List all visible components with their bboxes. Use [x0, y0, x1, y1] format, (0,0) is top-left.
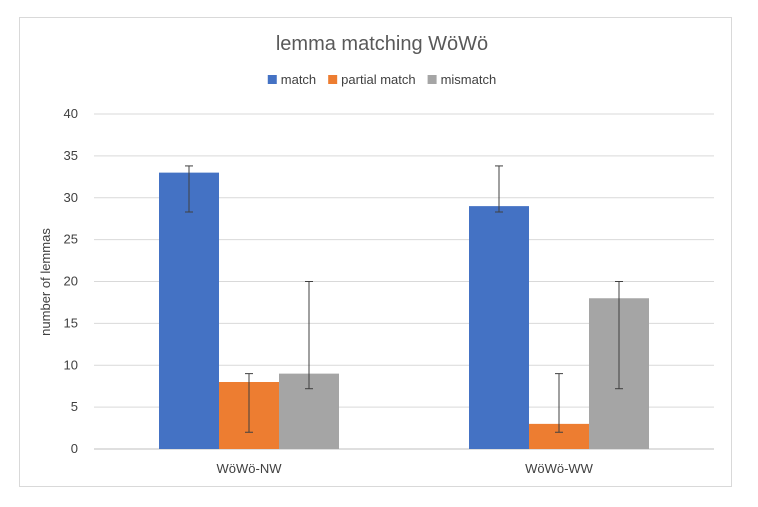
y-tick-label: 0: [71, 441, 78, 456]
y-tick-label: 15: [64, 315, 78, 330]
legend-label: match: [281, 72, 316, 87]
legend-swatch: [328, 75, 338, 84]
bar: [159, 172, 219, 449]
y-tick-label: 35: [64, 148, 78, 163]
x-axis-ticks: WöWö-NW WöWö-WW: [217, 461, 594, 476]
legend-item: match: [267, 72, 316, 87]
y-tick-label: 5: [71, 399, 78, 414]
y-tick-label: 10: [64, 357, 78, 372]
y-tick-label: 30: [64, 190, 78, 205]
legend-item: partial match: [328, 72, 416, 87]
y-tick-label: 20: [64, 274, 78, 289]
legend-swatch: [267, 75, 277, 84]
legend-label: mismatch: [441, 72, 497, 87]
x-tick-label: WöWö-WW: [525, 461, 594, 476]
legend-item: mismatch: [427, 72, 497, 87]
x-tick-label: WöWö-NW: [217, 461, 283, 476]
bar: [469, 206, 529, 449]
y-tick-label: 40: [64, 106, 78, 121]
legend-label: partial match: [341, 72, 415, 87]
legend-swatch: [427, 75, 437, 84]
bars: [159, 172, 649, 449]
y-axis-ticks: 0 5 10 15 20 25 30 35 40: [64, 106, 78, 456]
legend: match partial match mismatch: [267, 72, 497, 87]
y-tick-label: 25: [64, 232, 78, 247]
error-bars: [185, 165, 623, 433]
y-axis-label: number of lemmas: [38, 228, 53, 336]
chart-title: lemma matching WöWö: [276, 33, 488, 55]
